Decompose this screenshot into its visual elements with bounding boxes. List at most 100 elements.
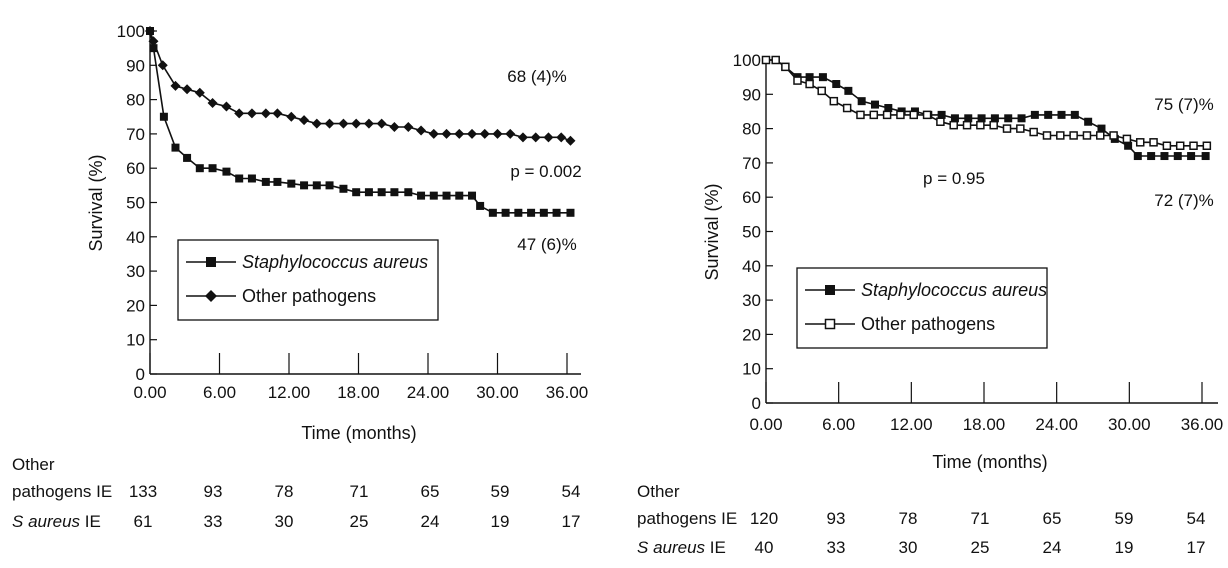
- y-tick-label: 10: [126, 331, 145, 350]
- risk-value-other: 54: [562, 482, 581, 501]
- y-tick-label: 0: [752, 394, 761, 413]
- data-point: [351, 118, 362, 129]
- bottom-survival-annotation: 47 (6)%: [517, 235, 577, 254]
- data-point: [832, 80, 841, 89]
- data-point: [492, 128, 503, 139]
- data-point: [363, 118, 374, 129]
- data-point: [1096, 131, 1105, 140]
- x-tick-label: 18.00: [963, 415, 1006, 434]
- risk-value-saureus: 19: [1115, 538, 1134, 557]
- data-point: [527, 208, 536, 217]
- data-point: [1084, 117, 1093, 126]
- data-point: [195, 164, 204, 173]
- data-point: [1124, 141, 1133, 150]
- data-point: [488, 208, 497, 217]
- risk-value-saureus: 25: [350, 512, 369, 531]
- data-point: [1002, 124, 1012, 133]
- risk-label-other-line2: pathogens IE: [637, 509, 737, 528]
- data-point: [871, 100, 879, 109]
- x-axis-title: Time (months): [932, 452, 1047, 472]
- y-tick-label: 100: [117, 22, 145, 41]
- data-point: [1070, 110, 1079, 119]
- data-point: [950, 114, 959, 123]
- data-point: [1069, 131, 1078, 140]
- x-tick-label: 12.00: [890, 415, 933, 434]
- data-point: [1135, 138, 1145, 147]
- y-tick-label: 40: [126, 228, 145, 247]
- x-tick-label: 6.00: [822, 415, 855, 434]
- data-point: [869, 110, 879, 120]
- data-point: [404, 188, 413, 197]
- risk-label-part: S: [637, 538, 649, 557]
- data-point: [976, 120, 985, 130]
- risk-label-part: aureus: [23, 512, 80, 531]
- data-point: [936, 117, 945, 126]
- data-point: [194, 87, 205, 98]
- data-point: [403, 122, 414, 133]
- y-tick-label: 60: [742, 188, 761, 207]
- y-tick-label: 90: [742, 85, 761, 104]
- y-axis-title: Survival (%): [702, 183, 722, 280]
- series-other-pathogens: [761, 55, 1212, 150]
- legend-box: [796, 267, 1048, 349]
- data-point: [505, 128, 516, 139]
- legend-label: Staphylococcus aureus: [861, 280, 1047, 300]
- data-point: [922, 110, 932, 120]
- risk-value-saureus: 33: [204, 512, 223, 531]
- data-point: [273, 177, 282, 186]
- risk-label-saureus: S aureus IE: [637, 538, 726, 557]
- data-point: [208, 164, 217, 173]
- data-point: [476, 201, 485, 210]
- risk-value-other: 71: [350, 482, 369, 501]
- y-tick-label: 20: [126, 296, 145, 315]
- data-point: [468, 191, 477, 200]
- data-point: [937, 110, 946, 119]
- data-point: [1133, 152, 1142, 161]
- data-point: [454, 128, 465, 139]
- risk-value-other: 65: [421, 482, 440, 501]
- risk-value-other: 54: [1187, 509, 1206, 528]
- data-point: [183, 153, 192, 162]
- data-point: [467, 128, 478, 139]
- data-point: [377, 188, 386, 197]
- y-tick-label: 30: [742, 291, 761, 310]
- data-point: [1057, 110, 1066, 119]
- data-point: [441, 128, 452, 139]
- data-point: [909, 110, 919, 120]
- data-point: [989, 120, 998, 130]
- data-point: [949, 120, 958, 130]
- risk-label-saureus: S aureus IE: [12, 512, 101, 531]
- data-point: [1097, 124, 1106, 133]
- data-point: [964, 114, 973, 123]
- data-point: [338, 118, 349, 129]
- data-point: [157, 60, 168, 71]
- y-tick-label: 70: [742, 154, 761, 173]
- data-point: [882, 110, 892, 120]
- legend-label: Other pathogens: [242, 286, 376, 306]
- x-axis-title: Time (months): [301, 423, 416, 443]
- data-point: [170, 80, 181, 91]
- x-tick-label: 30.00: [476, 383, 519, 402]
- data-point: [1173, 152, 1182, 161]
- data-point: [543, 132, 554, 143]
- risk-label-part: S: [12, 512, 24, 531]
- legend-marker: [825, 285, 835, 295]
- data-point: [1147, 152, 1156, 161]
- data-point: [364, 188, 373, 197]
- data-point: [1017, 114, 1026, 123]
- risk-value-other: 65: [1043, 509, 1062, 528]
- legend-marker: [205, 290, 217, 302]
- legend: Staphylococcus aureus Other pathogens: [796, 267, 1048, 349]
- data-point: [247, 174, 256, 183]
- data-point: [246, 108, 257, 119]
- data-point: [221, 101, 232, 112]
- data-point: [817, 86, 826, 96]
- data-point: [1189, 141, 1198, 150]
- x-tick-label: 18.00: [337, 383, 380, 402]
- series-other-pathogens: [145, 26, 576, 146]
- data-point: [896, 110, 905, 120]
- p-value-annotation: p = 0.95: [923, 169, 985, 188]
- data-point: [501, 208, 510, 217]
- left-survival-chart: 0 10 20 30 40 50 60 70 80 90 100 0.00 6.00 12.00 18.00…: [12, 22, 588, 531]
- risk-label-part: IE: [705, 538, 726, 557]
